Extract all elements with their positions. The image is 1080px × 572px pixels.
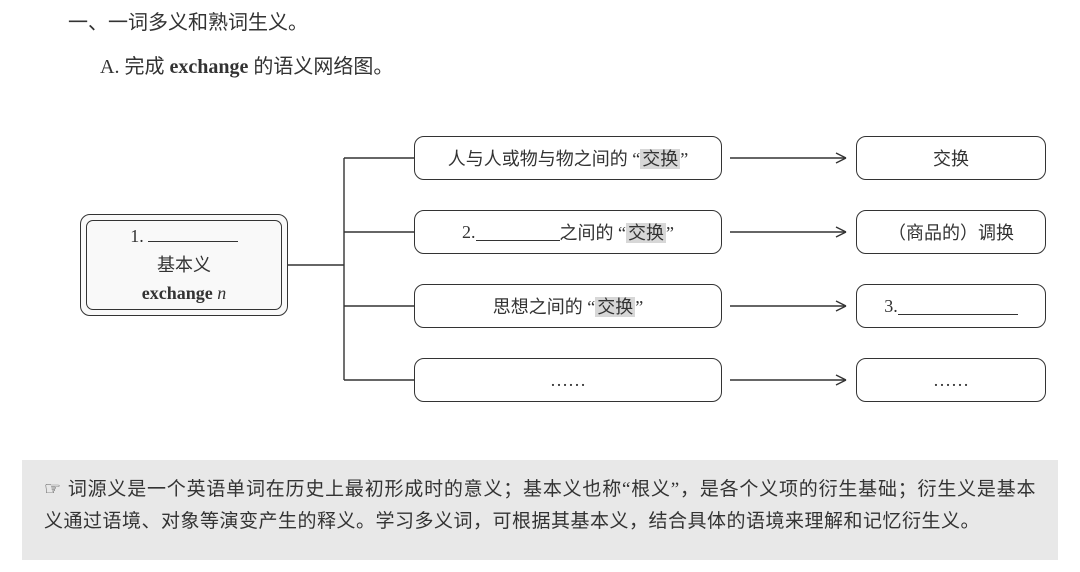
root-node-inner: 1. 基本义 exchange n — [86, 220, 282, 310]
subsection-heading: A. 完成 exchange 的语义网络图。 — [100, 50, 393, 79]
res4-text: …… — [933, 370, 969, 391]
mid1-prefix: 人与人或物与物之间的 — [448, 145, 628, 171]
result-node-1: 交换 — [856, 136, 1046, 180]
root-pos: n — [217, 283, 226, 303]
fill-blank-3[interactable] — [898, 297, 1018, 316]
mid4-text: …… — [550, 370, 586, 391]
mid3-prefix: 思想之间的 — [493, 293, 583, 319]
fill-blank-2[interactable] — [476, 223, 560, 242]
res2-text: （商品的）调换 — [888, 219, 1014, 245]
mid2-blank-label: 2. — [462, 222, 476, 243]
note-text: 词源义是一个英语单词在历史上最初形成时的意义；基本义也称“根义”，是各个义项的衍… — [44, 479, 1036, 532]
root-word: exchange — [142, 283, 213, 303]
res1-text: 交换 — [933, 145, 969, 171]
root-basic-meaning: 基本义 — [157, 251, 211, 280]
subheading-prefix: A. 完成 — [100, 56, 169, 78]
note-panel: ☞词源义是一个英语单词在历史上最初形成时的意义；基本义也称“根义”，是各个义项的… — [22, 460, 1058, 560]
root-word-text: exchange — [142, 283, 213, 303]
mid1-highlight: 交换 — [640, 149, 680, 169]
mid2-quoted: “交换” — [614, 219, 675, 245]
subheading-keyword: exchange — [169, 56, 248, 78]
root-node: 1. 基本义 exchange n — [80, 214, 288, 316]
mid2-highlight: 交换 — [626, 223, 666, 243]
mid1-quoted: “交换” — [628, 145, 689, 171]
subheading-suffix: 的语义网络图。 — [248, 56, 393, 78]
section-heading: 一、一词多义和熟词生义。 — [68, 6, 308, 35]
mid2-suffix: 之间的 — [560, 219, 614, 245]
mid-node-2: 2. 之间的 “交换” — [414, 210, 722, 254]
root-blank-label: 1. — [130, 226, 144, 246]
mid-node-1: 人与人或物与物之间的 “交换” — [414, 136, 722, 180]
fill-blank-1[interactable] — [148, 222, 238, 242]
mid3-quoted: “交换” — [583, 293, 644, 319]
mid-node-4: …… — [414, 358, 722, 402]
result-node-2: （商品的）调换 — [856, 210, 1046, 254]
mid-node-3: 思想之间的 “交换” — [414, 284, 722, 328]
result-node-3: 3. — [856, 284, 1046, 328]
pointing-hand-icon: ☞ — [44, 474, 62, 506]
root-word-line: exchange n — [142, 279, 227, 308]
res3-blank-label: 3. — [884, 296, 898, 317]
result-node-4: …… — [856, 358, 1046, 402]
root-blank-line: 1. — [130, 222, 238, 251]
mid3-highlight: 交换 — [595, 297, 635, 317]
